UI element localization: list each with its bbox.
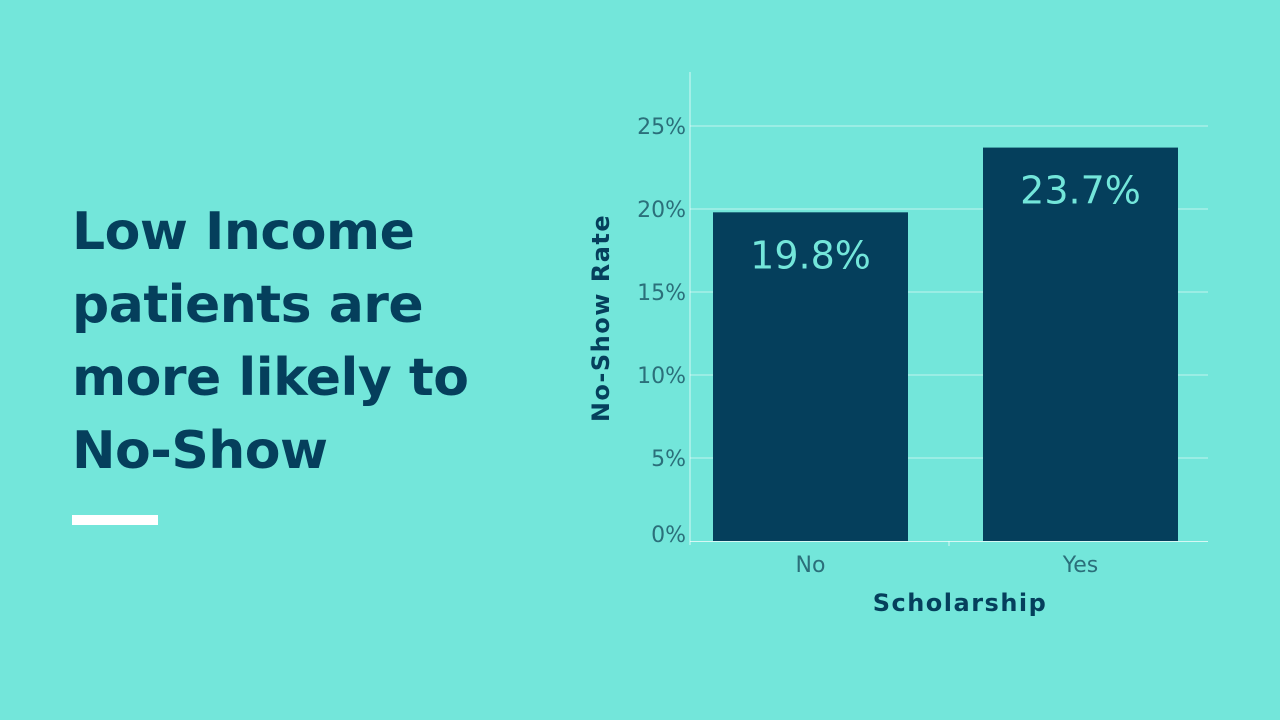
bar-yes — [983, 147, 1178, 541]
y-tick-label: 25% — [637, 115, 686, 140]
bar-no — [713, 212, 908, 541]
bar-value-label: 23.7% — [1020, 169, 1141, 213]
slide-title-line: patients are — [72, 275, 424, 335]
y-tick-label: 15% — [637, 281, 686, 306]
x-axis-title: Scholarship — [873, 589, 1048, 617]
slide-title-line: No-Show — [72, 421, 328, 481]
slide-title-line: Low Income — [72, 202, 415, 262]
slide-title: Low Income patients are more likely to N… — [72, 196, 552, 488]
bar-layer — [713, 147, 1178, 541]
y-tick-label: 10% — [637, 364, 686, 389]
slide-title-line: more likely to — [72, 348, 469, 408]
y-tick-label: 0% — [651, 523, 686, 548]
y-axis-title: No-Show Rate — [587, 214, 615, 422]
y-tick-label: 5% — [651, 447, 686, 472]
tick-layer: 0% 5% 10% 15% 20% 25% No Yes — [637, 115, 1098, 578]
axis-layer — [689, 72, 1208, 546]
y-tick-label: 20% — [637, 198, 686, 223]
label-layer: 19.8% 23.7% — [750, 169, 1141, 278]
x-tick-label: No — [796, 553, 826, 578]
title-underline — [72, 515, 158, 525]
x-tick-label: Yes — [1062, 553, 1099, 578]
bar-value-label: 19.8% — [750, 233, 871, 277]
